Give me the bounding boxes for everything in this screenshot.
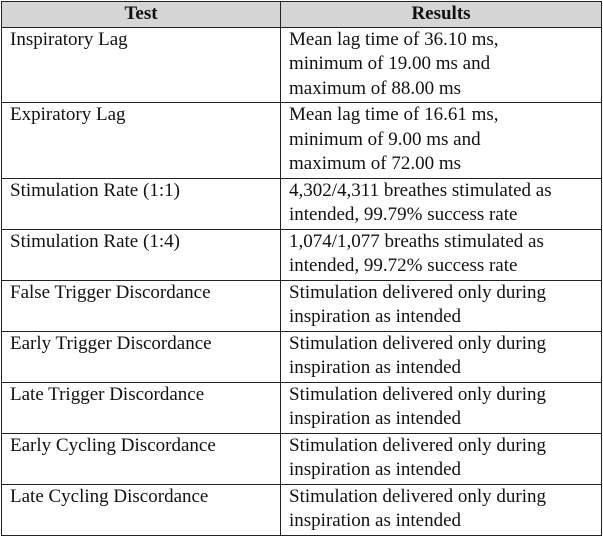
test-cell: Inspiratory Lag — [1, 26, 281, 103]
result-line: minimum of 19.00 ms and — [289, 53, 491, 74]
table-row: Late Cycling Discordance Stimulation deli… — [1, 483, 602, 536]
result-line: Mean lag time of 36.10 ms, — [289, 28, 499, 50]
header-cell: Test — [1, 1, 281, 28]
table-row: False Trigger Discordance Stimulation del… — [1, 279, 602, 332]
test-cell: Stimulation Rate (1:1) — [1, 177, 281, 230]
table-row: Inspiratory Lag Mean lag time of 36.10 ms… — [1, 26, 602, 103]
result-cell: Mean lag time of 36.10 ms, minimum of 19.… — [280, 26, 602, 103]
table-row: Expiratory Lag Mean lag time of 16.61 ms,… — [1, 102, 602, 179]
result-line: maximum of 72.00 ms — [289, 153, 462, 174]
result-line: inspiration as intended — [289, 408, 462, 429]
table-row: Early Cycling Discordance Stimulation del… — [1, 432, 602, 485]
header-row: Test Results — [1, 1, 602, 28]
result-line: intended, 99.79% success rate — [289, 204, 518, 225]
result-cell: Mean lag time of 16.61 ms, minimum of 9.0… — [280, 102, 602, 179]
result-line: 1,074/1,077 breaths stimulated as — [289, 230, 544, 252]
result-line: Stimulation delivered only during — [289, 383, 546, 405]
result-line: maximum of 88.00 ms — [289, 77, 462, 99]
table-row: Late Trigger Discordance Stimulation deli… — [1, 381, 602, 434]
result-cell: 4,302/4,311 breathes stimulated as intend… — [280, 177, 602, 230]
result-cell: Stimulation delivered only during inspira… — [280, 432, 602, 485]
test-cell: Early Cycling Discordance — [1, 432, 281, 485]
table-row: Early Trigger Discordance Stimulation del… — [1, 330, 602, 383]
table-row: Stimulation Rate (1:1) 4,302/4,311 breath… — [1, 177, 602, 230]
result-line: minimum of 9.00 ms and — [289, 128, 481, 150]
result-cell: Stimulation delivered only during inspira… — [280, 381, 602, 434]
table-row: Stimulation Rate (1:4) 1,074/1,077 breath… — [1, 228, 602, 281]
result-line: inspiration as intended — [289, 459, 462, 480]
test-cell: Stimulation Rate (1:4) — [1, 228, 281, 281]
result-line: Stimulation delivered only during — [289, 281, 546, 303]
result-line: 4,302/4,311 breathes stimulated as — [289, 179, 552, 201]
result-cell: Stimulation delivered only during inspira… — [280, 483, 602, 536]
result-line: Stimulation delivered only during — [289, 434, 546, 456]
result-cell: Stimulation delivered only during inspira… — [280, 279, 602, 332]
result-line: inspiration as intended — [289, 357, 462, 378]
header-cell: Results — [280, 1, 602, 28]
result-line: inspiration as intended — [289, 510, 462, 531]
test-cell: Expiratory Lag — [1, 102, 281, 179]
result-cell: Stimulation delivered only during inspira… — [280, 330, 602, 383]
result-line: Mean lag time of 16.61 ms, — [289, 104, 499, 125]
result-line: inspiration as intended — [289, 306, 462, 327]
result-cell: 1,074/1,077 breaths stimulated as intende… — [280, 228, 602, 281]
result-line: intended, 99.72% success rate — [289, 255, 518, 276]
test-cell: Late Cycling Discordance — [1, 483, 281, 536]
result-line: Stimulation delivered only during — [289, 332, 546, 354]
result-line: Stimulation delivered only during — [289, 485, 546, 507]
test-cell: Late Trigger Discordance — [1, 381, 281, 434]
test-cell: Early Trigger Discordance — [1, 330, 281, 383]
test-cell: False Trigger Discordance — [1, 279, 281, 332]
